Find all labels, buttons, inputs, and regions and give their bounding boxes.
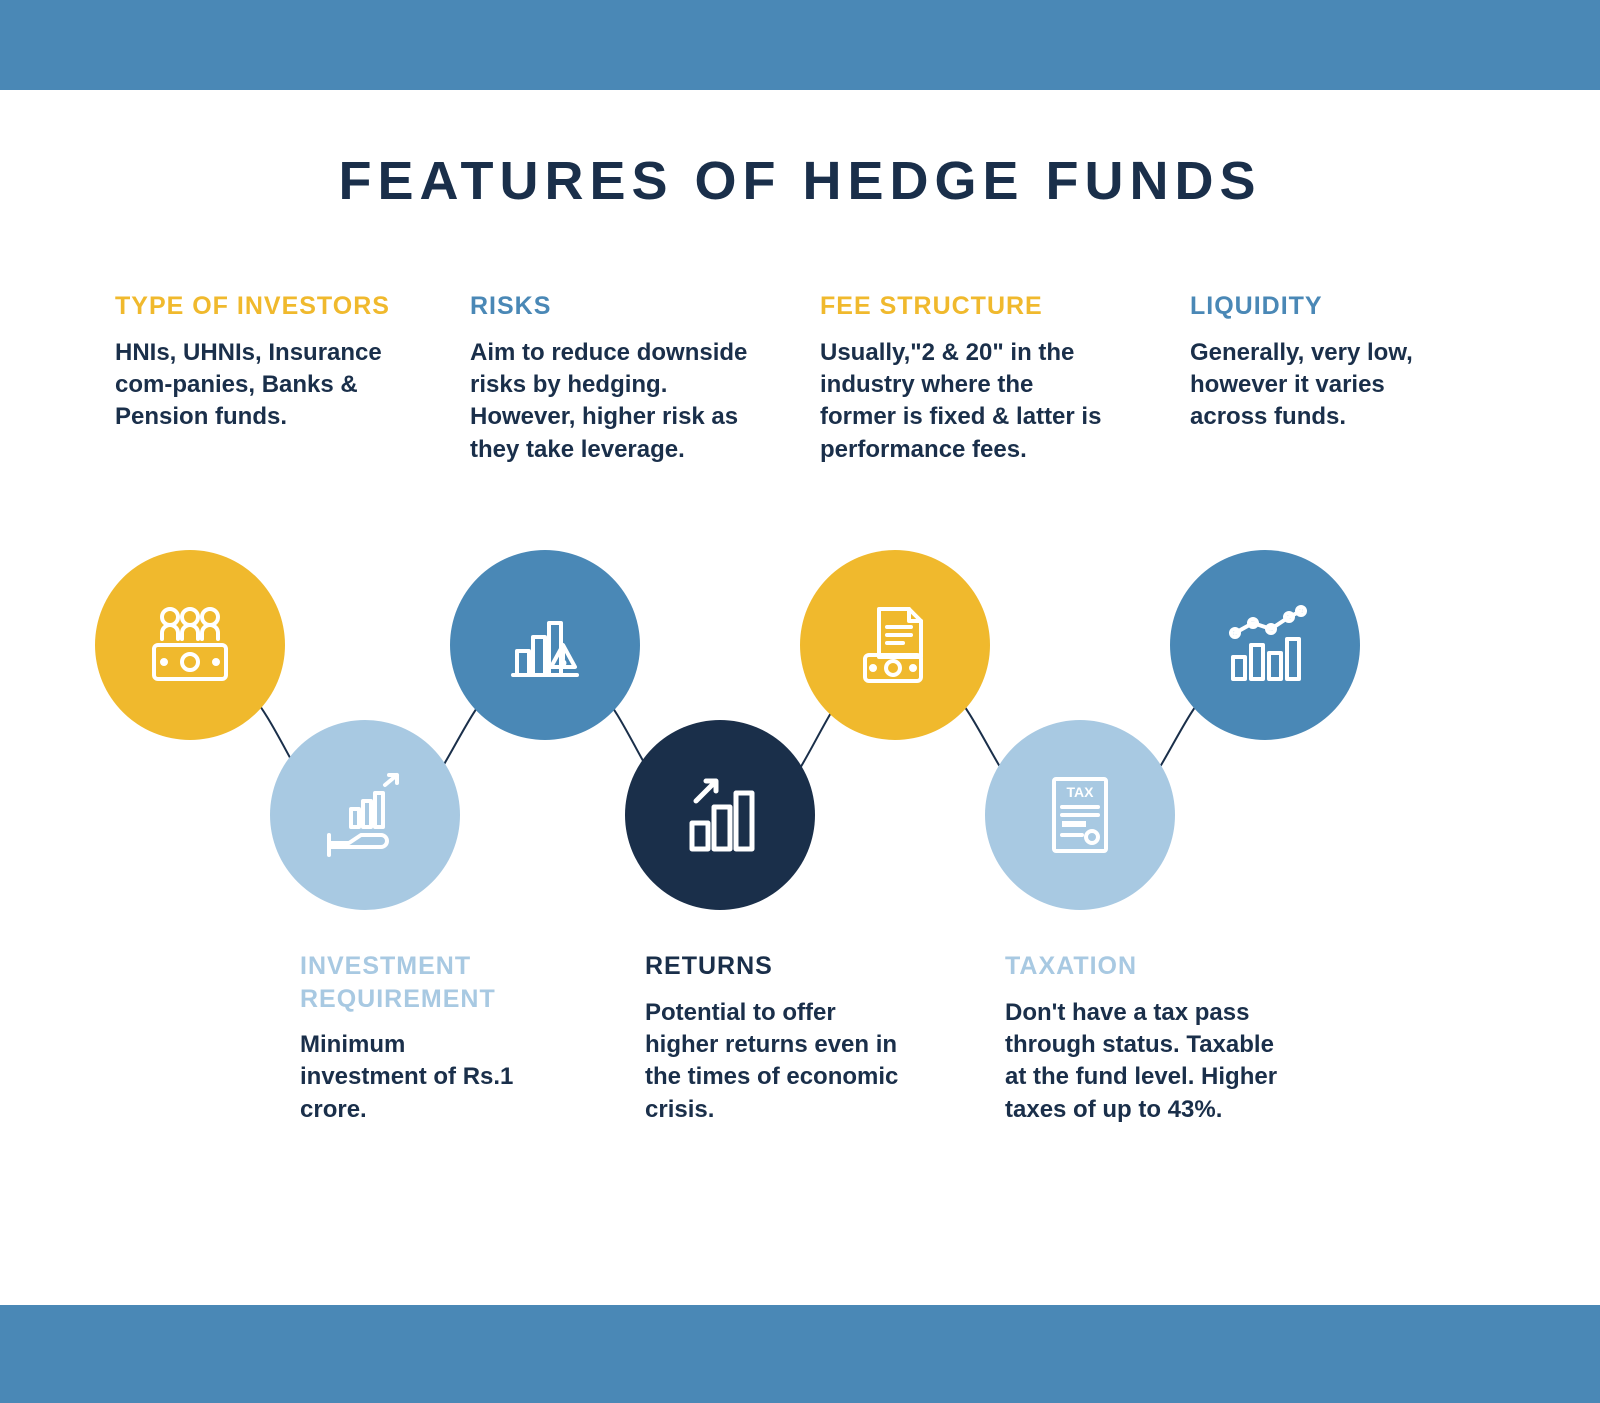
feature-investment: INVESTMENT REQUIREMENT Minimum investmen… (300, 950, 610, 1126)
feature-body-fee: Usually,"2 & 20" in the industry where t… (820, 337, 1110, 467)
circle-returns (625, 720, 815, 910)
line-bar-chart-icon (1215, 595, 1315, 695)
circle-fee (800, 550, 990, 740)
feature-body-investment: Minimum investment of Rs.1 crore. (300, 1029, 530, 1126)
circle-taxation: TAX (985, 720, 1175, 910)
feature-investors: TYPE OF INVESTORS HNIs, UHNIs, Insurance… (115, 290, 425, 434)
feature-body-risks: Aim to reduce downside risks by hedging.… (470, 337, 760, 467)
feature-title-fee: FEE STRUCTURE (820, 290, 1130, 323)
feature-title-investment: INVESTMENT REQUIREMENT (300, 950, 610, 1015)
feature-risks: RISKS Aim to reduce downside risks by he… (470, 290, 780, 466)
feature-returns: RETURNS Potential to offer higher return… (645, 950, 955, 1126)
circle-liquidity (1170, 550, 1360, 740)
feature-body-returns: Potential to offer higher returns even i… (645, 997, 915, 1127)
feature-body-taxation: Don't have a tax pass through status. Ta… (1005, 997, 1295, 1127)
feature-body-investors: HNIs, UHNIs, Insurance com-panies, Banks… (115, 337, 385, 434)
feature-body-liquidity: Generally, very low, however it varies a… (1190, 337, 1420, 434)
svg-text:TAX: TAX (1067, 784, 1095, 800)
feature-title-returns: RETURNS (645, 950, 955, 983)
feature-liquidity: LIQUIDITY Generally, very low, however i… (1190, 290, 1500, 434)
circle-risks (450, 550, 640, 740)
feature-title-liquidity: LIQUIDITY (1190, 290, 1500, 323)
bottom-band (0, 1305, 1600, 1403)
people-money-icon (140, 595, 240, 695)
circle-investors (95, 550, 285, 740)
feature-title-taxation: TAXATION (1005, 950, 1315, 983)
hand-growth-icon (315, 765, 415, 865)
feature-title-risks: RISKS (470, 290, 780, 323)
document-money-icon (845, 595, 945, 695)
feature-title-investors: TYPE OF INVESTORS (115, 290, 425, 323)
warning-chart-icon (495, 595, 595, 695)
bar-arrow-icon (670, 765, 770, 865)
tax-sheet-icon: TAX (1030, 765, 1130, 865)
circle-investment (270, 720, 460, 910)
feature-fee: FEE STRUCTURE Usually,"2 & 20" in the in… (820, 290, 1130, 466)
feature-taxation: TAXATION Don't have a tax pass through s… (1005, 950, 1315, 1126)
